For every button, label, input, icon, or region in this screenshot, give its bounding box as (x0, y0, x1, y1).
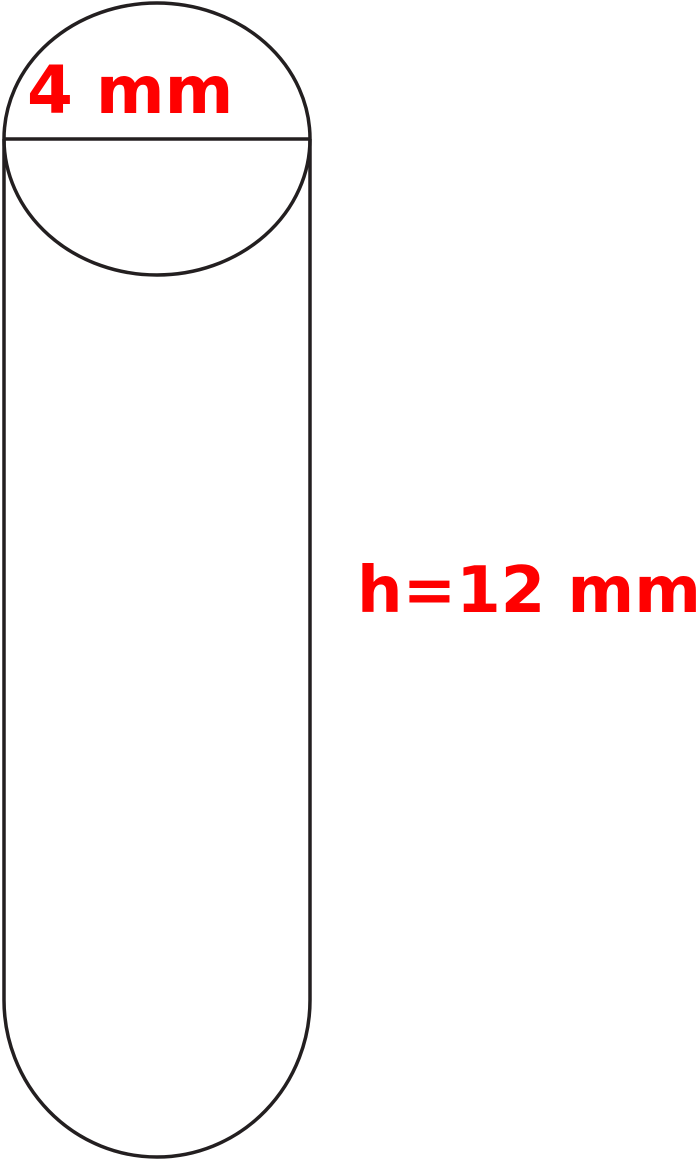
height-label: h=12 mm (357, 554, 698, 628)
cylinder-shape (2, 1, 312, 1159)
diameter-label: 4 mm (27, 52, 233, 129)
cylinder-body (2, 139, 312, 1159)
